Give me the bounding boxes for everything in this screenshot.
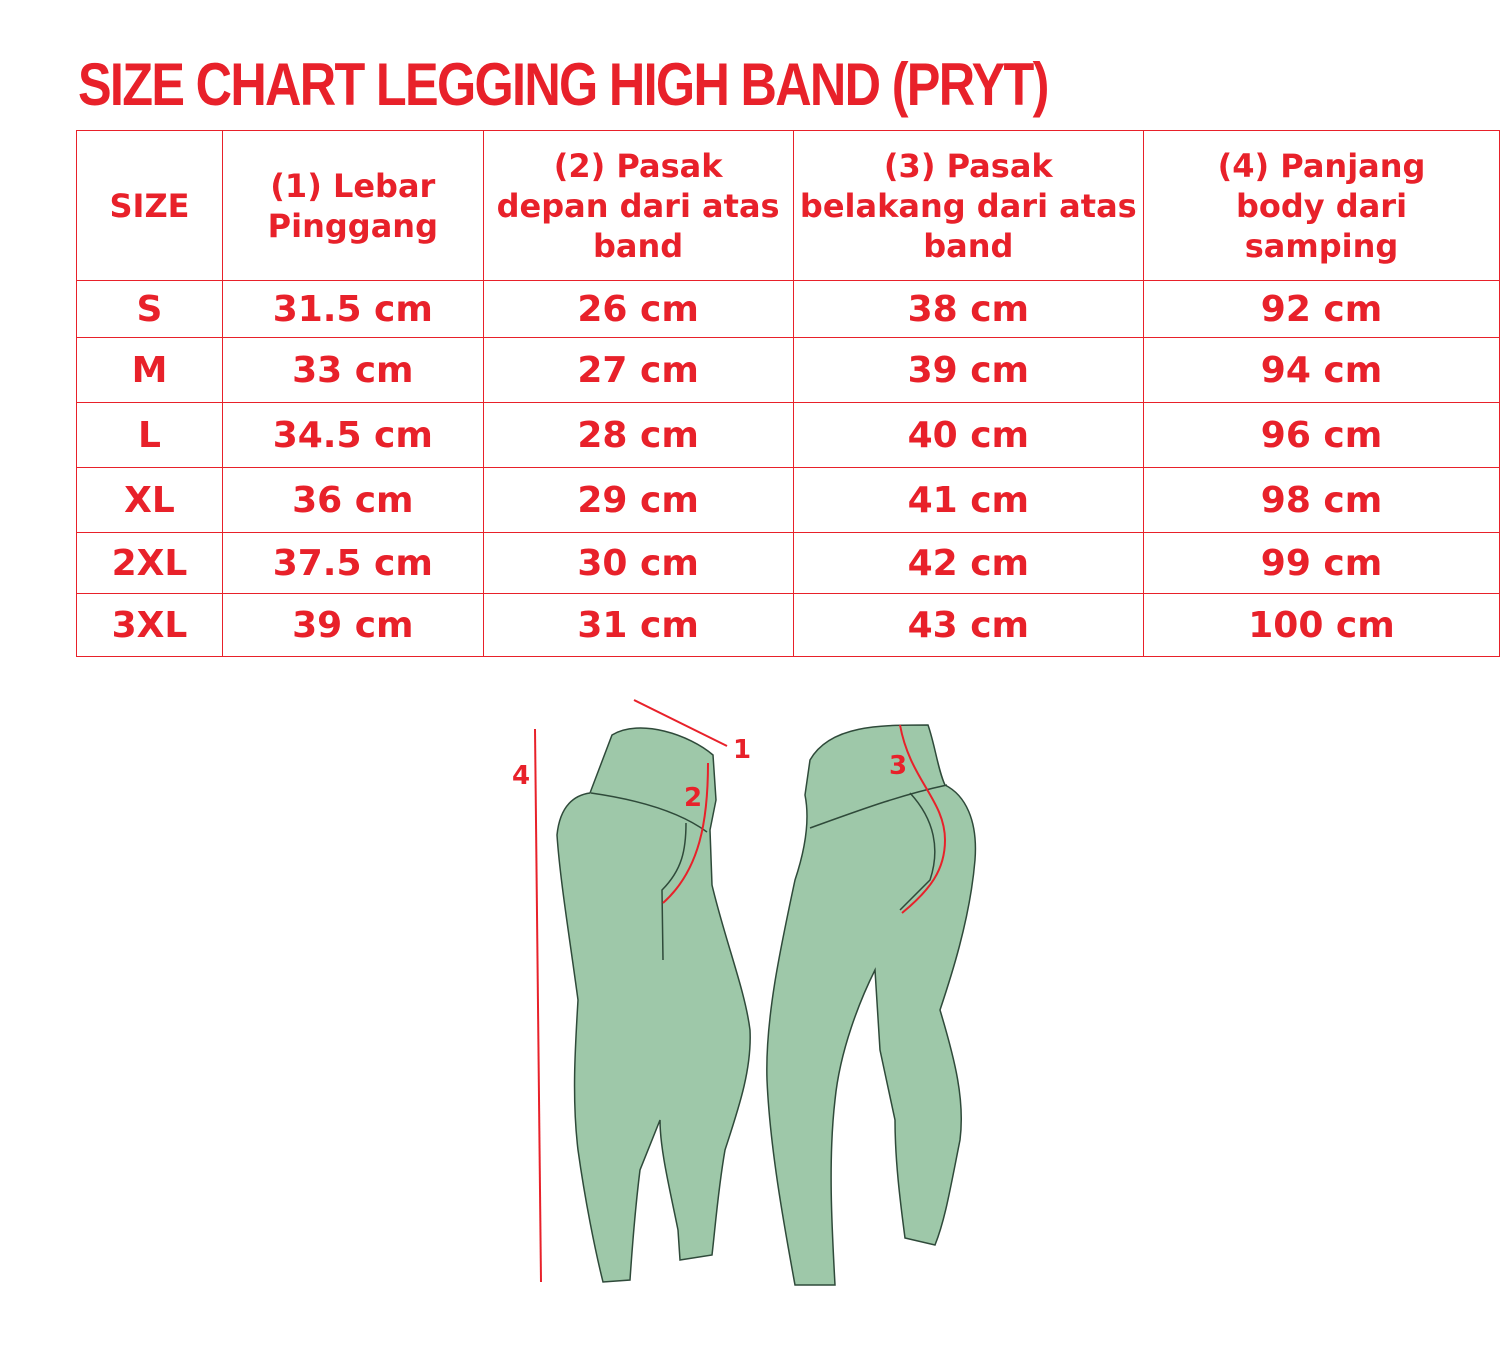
label-2: 2 — [684, 783, 702, 813]
measurement-cell: 38 cm — [792, 280, 1145, 338]
measure-line-3 — [899, 724, 947, 914]
label-4: 4 — [512, 761, 530, 791]
table-header-row: SIZE (1) Lebar Pinggang (2) Pasak depan … — [76, 130, 1500, 281]
measurement-cell: 37.5 cm — [221, 532, 484, 594]
page-title: SIZE CHART LEGGING HIGH BAND (PRYT) — [78, 51, 1049, 118]
measurement-cell: 43 cm — [792, 593, 1145, 657]
measure-line-1 — [633, 699, 728, 747]
header-back-rise: (3) Pasak belakang dari atas band — [792, 130, 1145, 281]
size-cell: S — [76, 280, 223, 338]
measurement-cell: 39 cm — [221, 593, 484, 657]
header-size: SIZE — [76, 130, 223, 281]
table-row: S 31.5 cm 26 cm 38 cm 92 cm — [76, 280, 1500, 338]
measurement-cell: 40 cm — [792, 402, 1145, 468]
measurement-cell: 31.5 cm — [221, 280, 484, 338]
measurement-cell: 33 cm — [221, 337, 484, 403]
measurement-cell: 96 cm — [1143, 402, 1500, 468]
measurement-cell: 94 cm — [1143, 337, 1500, 403]
header-waist-width: (1) Lebar Pinggang — [221, 130, 484, 281]
table-row: L 34.5 cm 28 cm 40 cm 96 cm — [76, 402, 1500, 468]
measurement-cell: 30 cm — [482, 532, 794, 594]
size-cell: L — [76, 402, 223, 468]
front-legging-shape — [556, 727, 751, 1283]
measurement-cell: 31 cm — [482, 593, 794, 657]
label-1: 1 — [733, 735, 751, 765]
measurement-cell: 99 cm — [1143, 532, 1500, 594]
size-cell: M — [76, 337, 223, 403]
table-row: 2XL 37.5 cm 30 cm 42 cm 99 cm — [76, 532, 1500, 594]
size-cell: XL — [76, 467, 223, 533]
measurement-cell: 42 cm — [792, 532, 1145, 594]
measurement-cell: 92 cm — [1143, 280, 1500, 338]
table-row: XL 36 cm 29 cm 41 cm 98 cm — [76, 467, 1500, 533]
measurement-cell: 39 cm — [792, 337, 1145, 403]
measurement-cell: 34.5 cm — [221, 402, 484, 468]
label-3: 3 — [889, 751, 907, 781]
size-chart-table: SIZE (1) Lebar Pinggang (2) Pasak depan … — [76, 130, 1500, 657]
measure-line-4 — [534, 728, 542, 1283]
measurement-cell: 29 cm — [482, 467, 794, 533]
measure-line-2 — [662, 762, 709, 904]
back-legging-shape — [766, 724, 977, 1286]
measurement-cell: 28 cm — [482, 402, 794, 468]
measurement-cell: 27 cm — [482, 337, 794, 403]
measurement-cell: 100 cm — [1143, 593, 1500, 657]
measurement-cell: 98 cm — [1143, 467, 1500, 533]
measurement-cell: 26 cm — [482, 280, 794, 338]
measurement-cell: 36 cm — [221, 467, 484, 533]
header-side-length: (4) Panjang body dari samping — [1143, 130, 1500, 281]
table-row: M 33 cm 27 cm 39 cm 94 cm — [76, 337, 1500, 403]
header-front-rise: (2) Pasak depan dari atas band — [482, 130, 794, 281]
table-row: 3XL 39 cm 31 cm 43 cm 100 cm — [76, 593, 1500, 657]
size-cell: 3XL — [76, 593, 223, 657]
legging-diagram: 1 2 3 4 — [512, 699, 977, 1286]
measurement-cell: 41 cm — [792, 467, 1145, 533]
size-cell: 2XL — [76, 532, 223, 594]
